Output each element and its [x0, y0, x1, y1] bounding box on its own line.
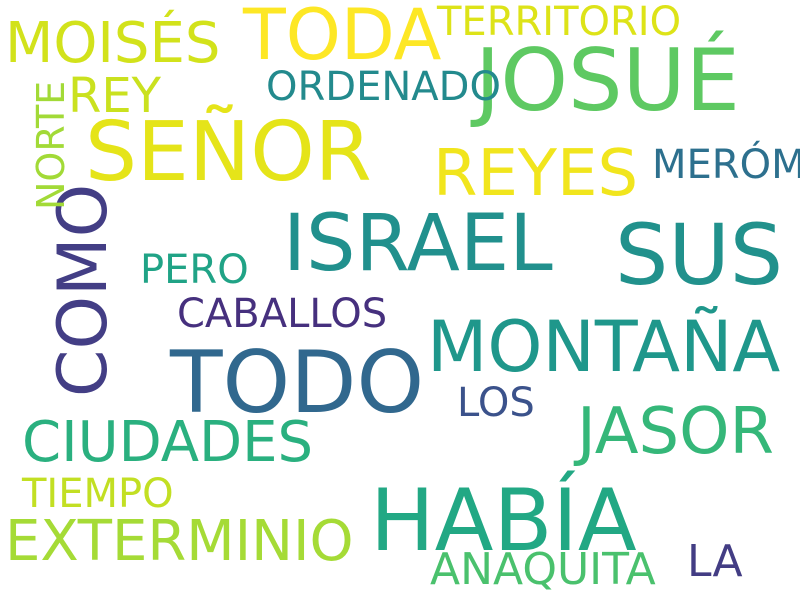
word-la: LA: [687, 536, 743, 587]
word-sus: SUS: [615, 206, 784, 304]
word-josue: JOSUÉ: [475, 31, 740, 131]
word-jasor: JASOR: [577, 395, 774, 469]
word-rey: REY: [68, 68, 161, 124]
word-reyes: REYES: [433, 137, 639, 211]
word-anaquita: ANAQUITA: [430, 544, 656, 595]
word-ordenado: ORDENADO: [266, 64, 501, 110]
word-montana: MONTAÑA: [427, 306, 781, 388]
word-caballos: CABALLOS: [177, 291, 388, 337]
word-habia: HABÍA: [370, 471, 637, 571]
word-norte: NORTE: [29, 80, 73, 210]
word-como: COMO: [44, 183, 123, 397]
word-tiempo: TIEMPO: [22, 471, 174, 517]
word-los: LOS: [457, 380, 535, 426]
word-pero: PERO: [140, 247, 249, 293]
word-exterminio: EXTERMINIO: [5, 509, 354, 574]
word-moises: MOISÉS: [5, 11, 221, 76]
word-senor: SEÑOR: [85, 105, 372, 200]
word-ciudades: CIUDADES: [22, 410, 314, 475]
word-todo: TODO: [170, 333, 425, 433]
word-israel: ISRAEL: [283, 199, 553, 289]
word-toda: TODA: [243, 0, 442, 76]
word-merom: MERÓM: [652, 142, 800, 188]
word-territorio: TERRITORIO: [437, 0, 682, 45]
